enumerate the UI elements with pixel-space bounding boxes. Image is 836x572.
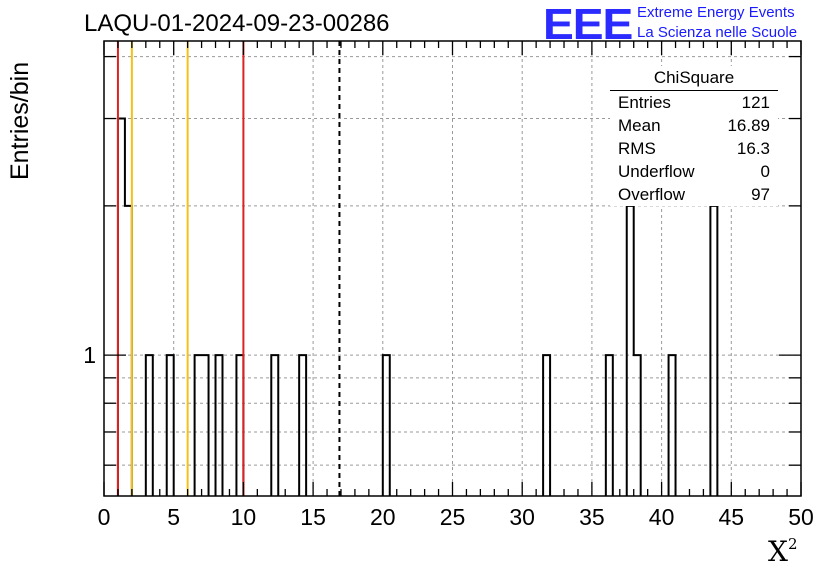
y-axis-label: Entries/bin [6, 61, 34, 180]
x-tick-label: 45 [719, 504, 745, 530]
histogram-bin [236, 355, 243, 496]
histogram-bin [669, 355, 676, 496]
x-axis-label-symbol: X [768, 535, 788, 568]
x-tick-label: 40 [649, 504, 675, 530]
axis-layer: 0 5 10 15 20 25 30 35 40 45 50 1 [83, 40, 814, 530]
stats-label: Underflow [618, 162, 695, 181]
stats-row-overflow: Overflow 97 [610, 183, 778, 206]
stats-label: RMS [618, 139, 656, 158]
x-axis-label: X2 [768, 535, 797, 568]
histogram-bin [195, 355, 202, 496]
x-tick-label: 0 [98, 504, 111, 530]
histogram-bin [125, 206, 132, 496]
y-tick-label: 1 [83, 342, 96, 368]
logo-text-line2: La Scienza nelle Scuole [637, 24, 798, 41]
x-tick-label: 10 [231, 504, 257, 530]
histogram-bin [543, 355, 550, 496]
stats-value: 0 [760, 162, 770, 181]
eee-logo: EEE [543, 0, 633, 49]
x-tick-label: 35 [579, 504, 605, 530]
histogram-layer [116, 117, 719, 496]
stats-box: ChiSquare Entries 121 Mean 16.89 RMS 16.… [610, 66, 778, 206]
x-tick-label: 5 [167, 504, 180, 530]
x-tick-label: 30 [509, 504, 535, 530]
histogram-bin [627, 206, 634, 496]
histogram-bin [118, 119, 125, 496]
histogram-outline [116, 117, 719, 496]
x-tick-label: 20 [370, 504, 396, 530]
histogram-bin [710, 206, 717, 496]
stats-label: Mean [618, 116, 661, 135]
histogram-bin [146, 355, 153, 496]
x-axis-label-superscript: 2 [787, 535, 798, 553]
stats-value: 16.3 [736, 139, 770, 158]
histogram-bin [202, 355, 209, 496]
run-title: LAQU-01-2024-09-23-00286 [84, 10, 390, 37]
histogram-bin [606, 355, 613, 496]
stats-row-entries: Entries 121 [610, 91, 778, 114]
stats-value: 97 [751, 185, 770, 204]
histogram-bin [167, 355, 174, 496]
logo-text-line1: Extreme Energy Events [637, 4, 795, 21]
stats-row-underflow: Underflow 0 [610, 160, 778, 183]
stats-label: Entries [618, 93, 671, 112]
histogram-bin [216, 355, 223, 496]
stats-row-mean: Mean 16.89 [610, 114, 778, 137]
stats-title: ChiSquare [610, 66, 778, 91]
stats-value: 121 [741, 93, 770, 112]
stats-label: Overflow [618, 185, 686, 204]
histogram-bin [299, 355, 306, 496]
stats-value: 16.89 [727, 116, 770, 135]
reference-lines-layer [116, 41, 341, 496]
histogram-bin [634, 355, 641, 496]
x-tick-label: 25 [440, 504, 466, 530]
x-tick-label: 50 [788, 504, 814, 530]
histogram-bin [383, 355, 390, 496]
x-tick-label: 15 [300, 504, 326, 530]
histogram-bin [271, 355, 278, 496]
stats-row-rms: RMS 16.3 [610, 137, 778, 160]
